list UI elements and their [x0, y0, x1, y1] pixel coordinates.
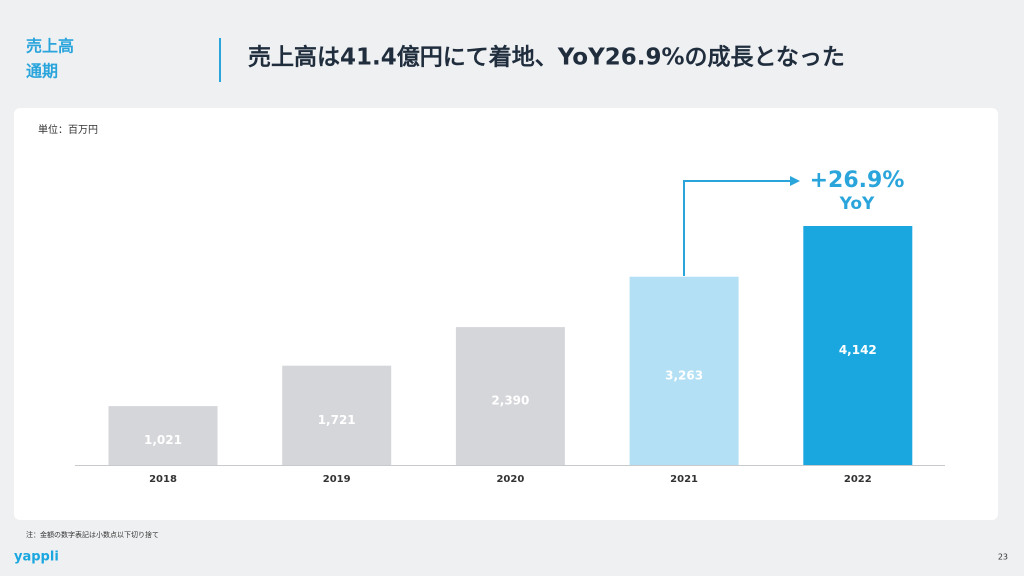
card	[14, 108, 998, 520]
slide-title: 売上高は41.4億円にて着地、YoY26.9%の成長となった	[248, 44, 845, 71]
x-tick-label: 2020	[496, 474, 524, 485]
value-label: 1,021	[144, 433, 182, 447]
x-tick-label: 2019	[323, 474, 351, 485]
unit-note: 単位：百万円	[38, 123, 98, 136]
x-tick-label: 2022	[844, 474, 872, 485]
footnote: 注：金額の数字表記は小数点以下切り捨て	[26, 530, 159, 539]
section-label: 通期	[26, 62, 58, 81]
x-tick-label: 2021	[670, 474, 698, 485]
bar	[108, 406, 218, 465]
annotation: +26.9%	[810, 168, 905, 193]
yoy-arrow	[683, 180, 792, 276]
value-label: 1,721	[318, 413, 356, 427]
arrow-head	[790, 176, 800, 186]
bar	[803, 226, 913, 465]
bar	[629, 276, 739, 465]
logo: yappli	[14, 550, 59, 565]
section-label: 売上高	[26, 37, 74, 56]
x-tick-label: 2018	[149, 474, 177, 485]
bar	[282, 365, 392, 465]
annotation: YoY	[839, 194, 875, 214]
value-label: 2,390	[491, 394, 529, 408]
value-label: 3,263	[665, 368, 703, 382]
bar	[455, 327, 565, 465]
page-number: 23	[998, 553, 1008, 562]
value-label: 4,142	[839, 343, 877, 357]
chart: 1,021 2018 1,721 2019 2,390 2020 3,263 2021 4,14…	[108, 226, 913, 485]
